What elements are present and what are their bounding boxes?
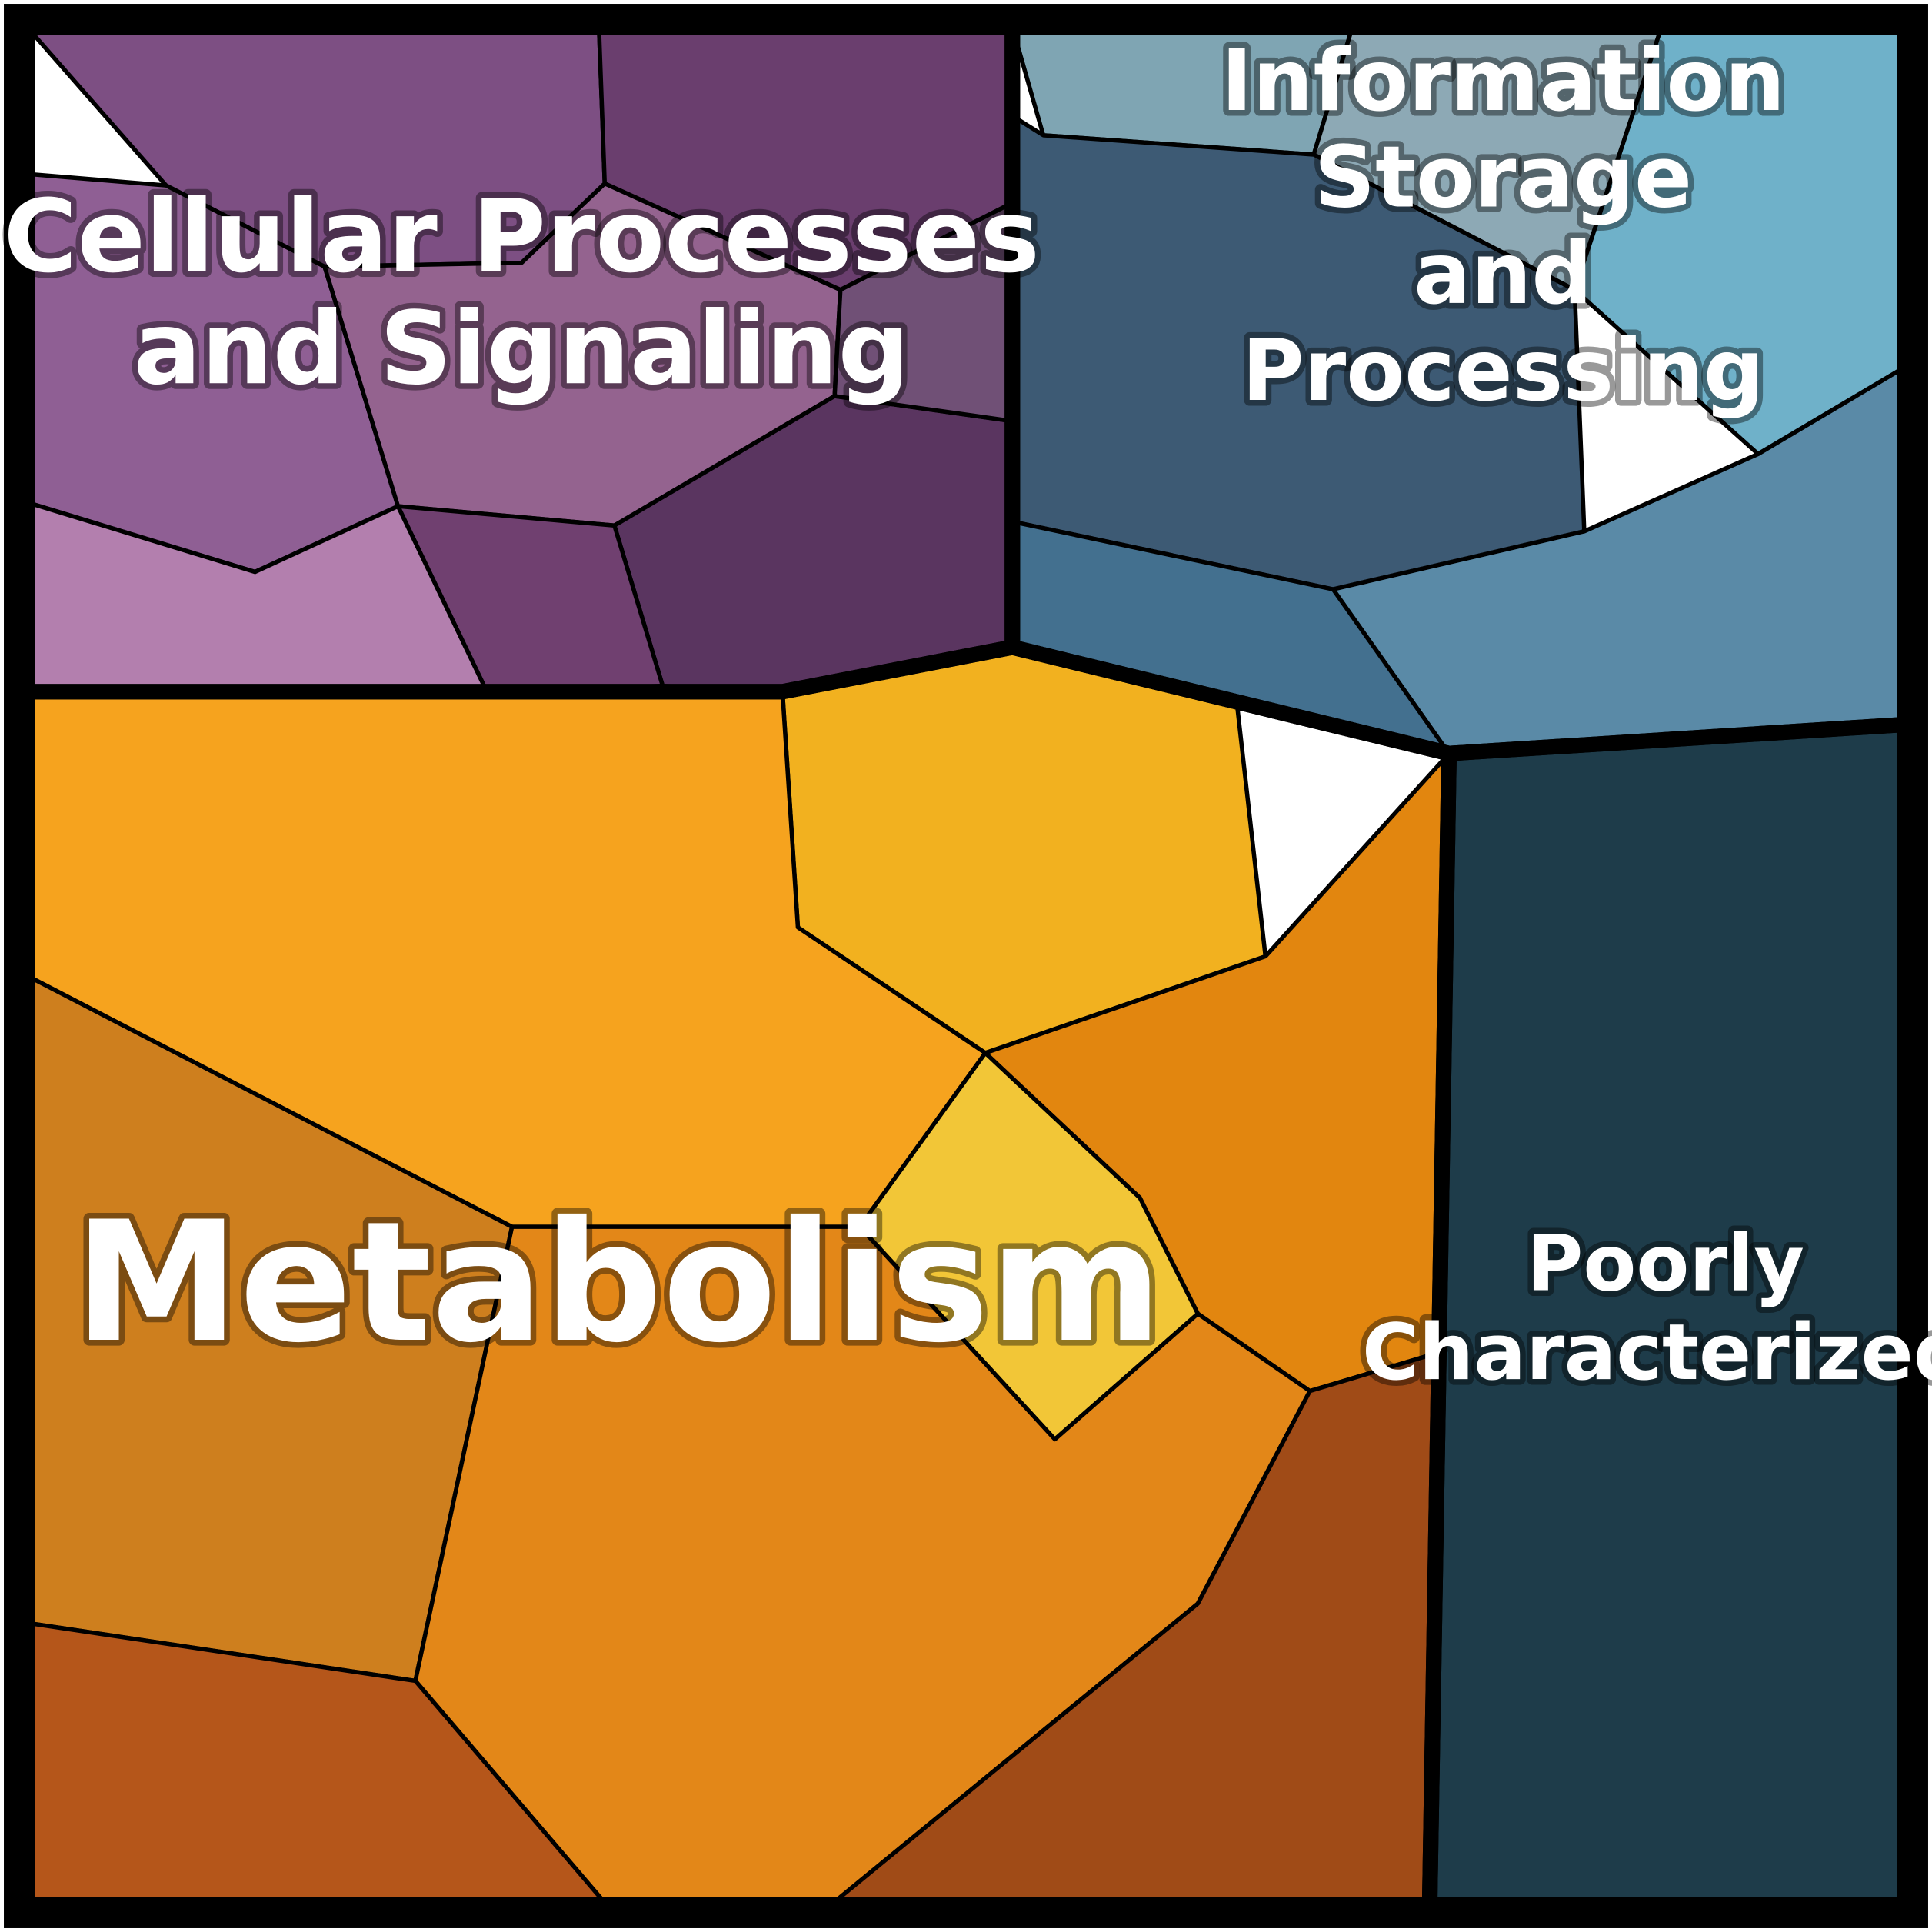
label-cellular: Cellular Processesand Signaling — [4, 178, 1040, 407]
label-metabolism: Metabolism — [74, 1185, 1162, 1379]
treemap-container: Cellular Processesand SignalingInformati… — [0, 0, 1932, 1932]
treemap-svg: Cellular Processesand SignalingInformati… — [0, 0, 1932, 1932]
